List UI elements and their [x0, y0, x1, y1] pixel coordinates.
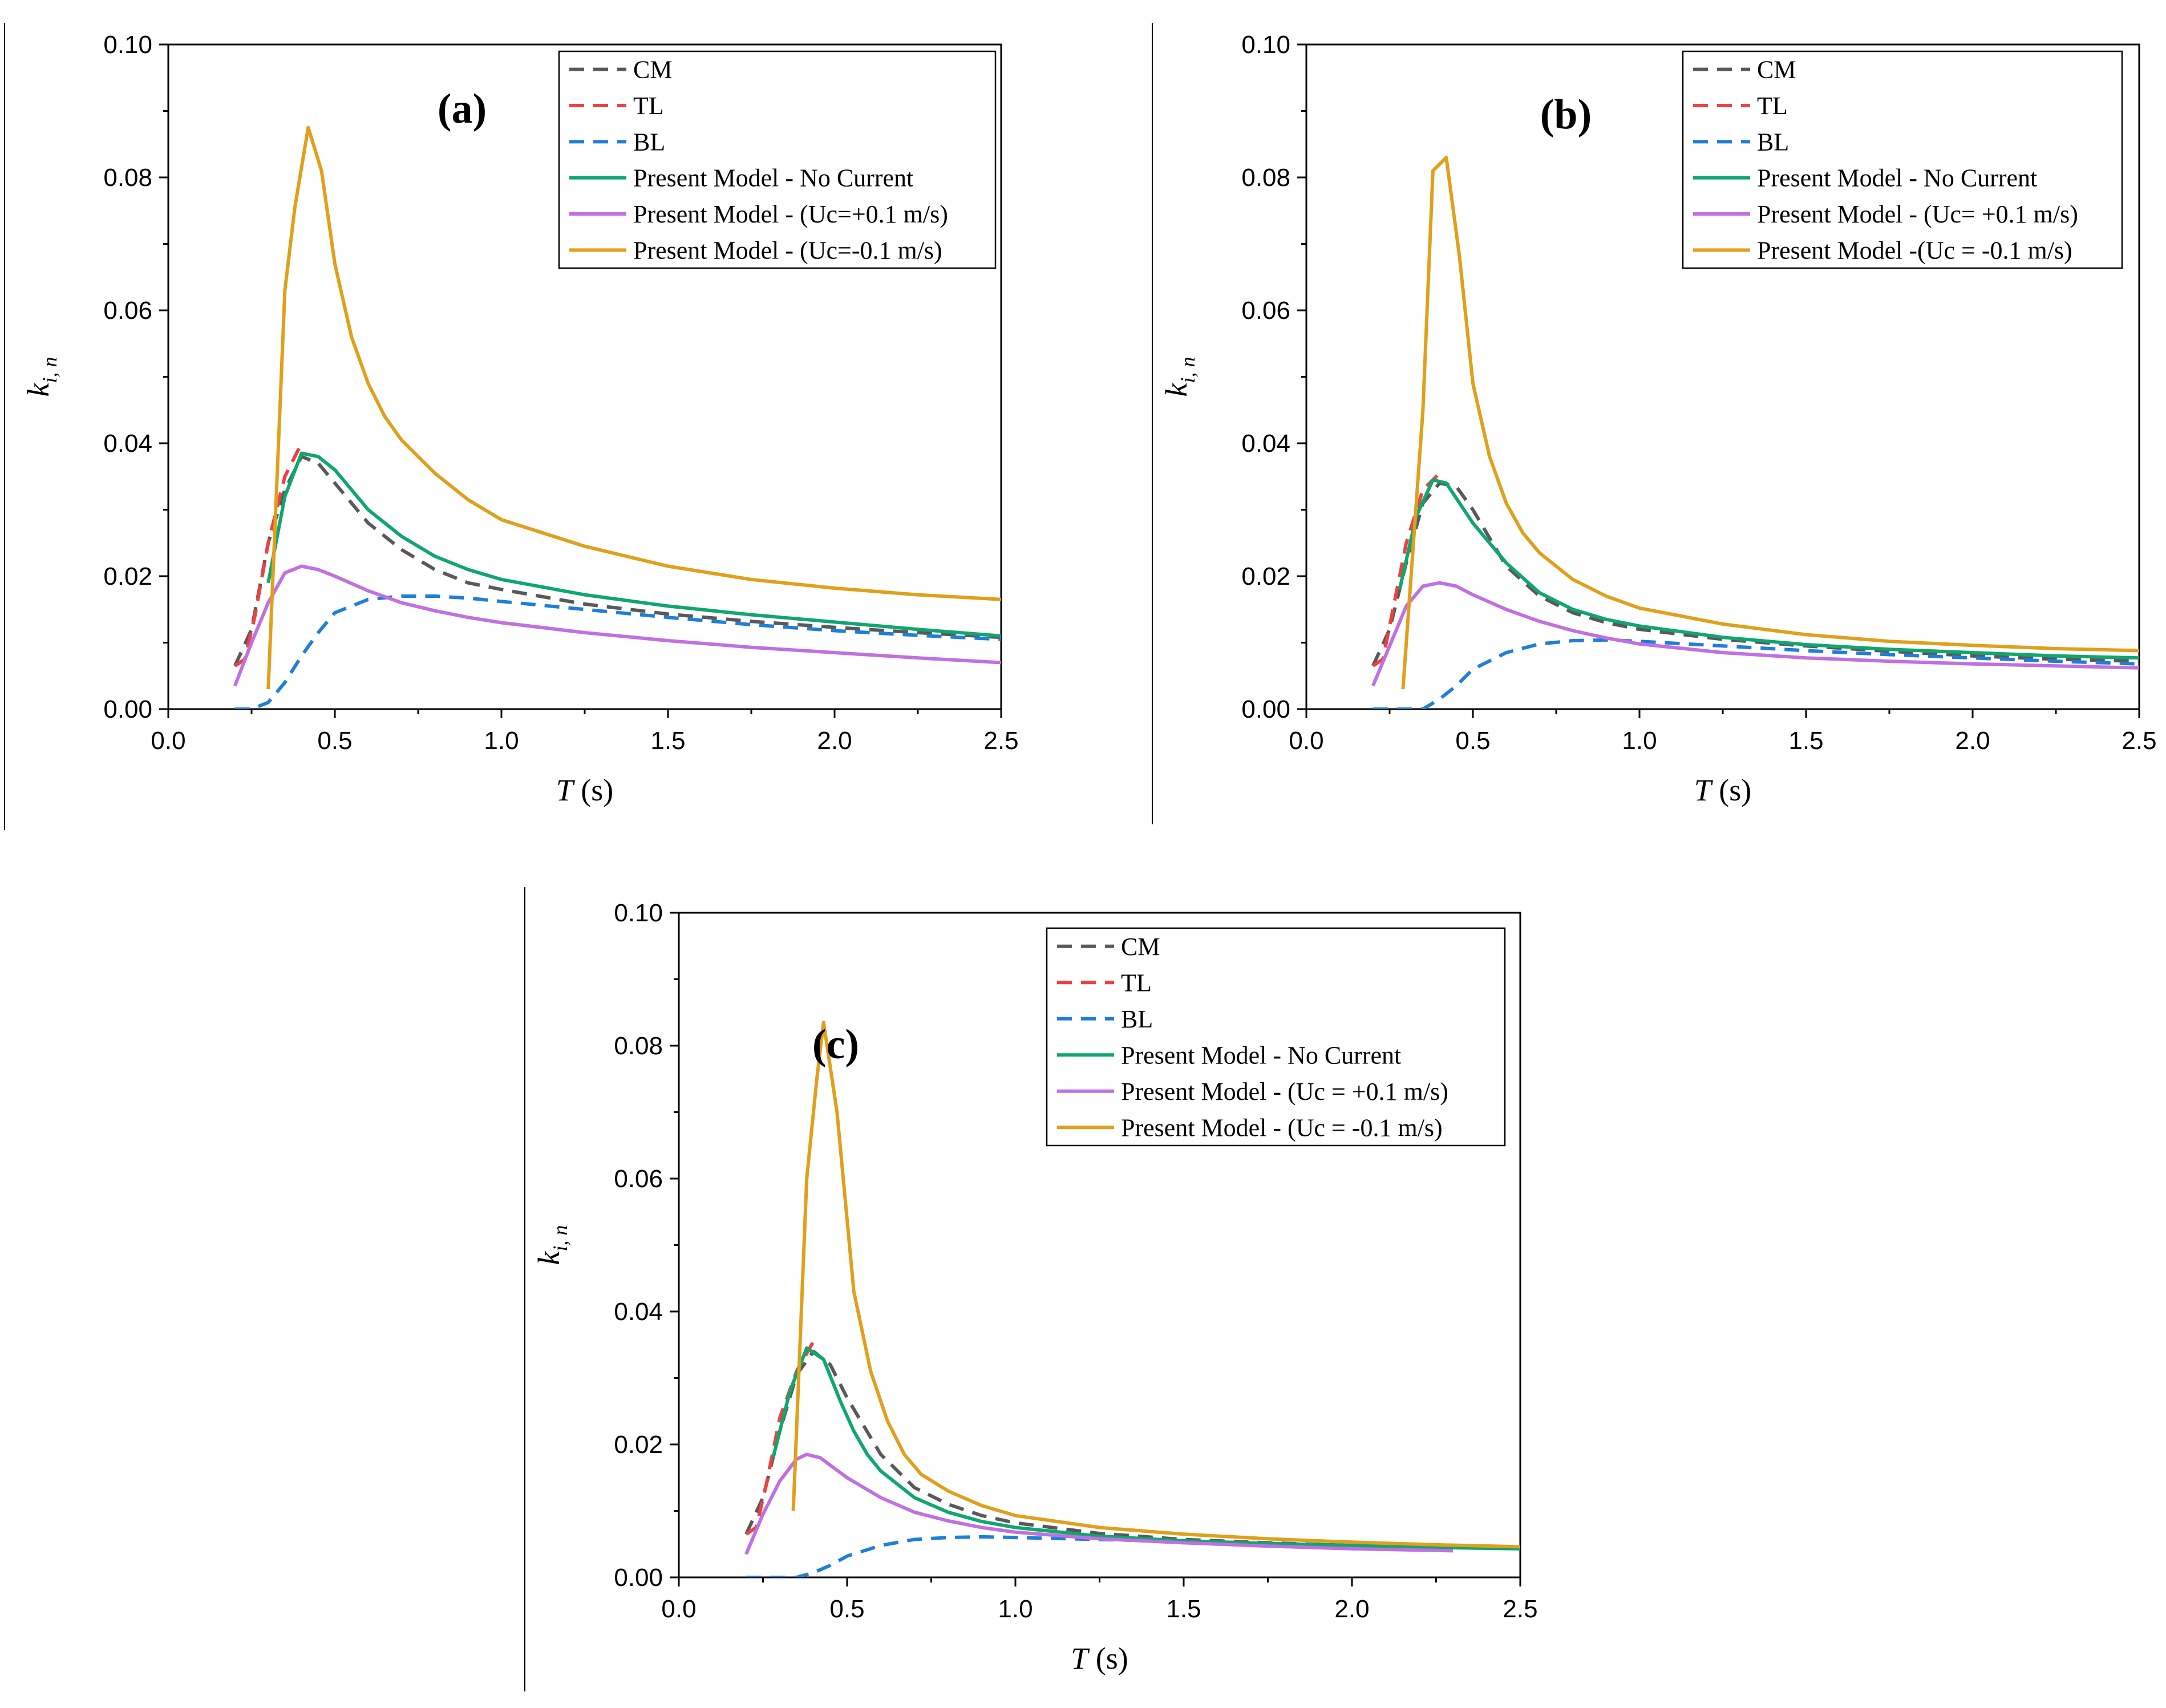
y-tick-label: 0.06 — [1241, 297, 1290, 325]
legend: CM TL BL Present Model - No Current Present … — [1682, 50, 2123, 269]
y-tick-label: 0.08 — [614, 1032, 663, 1060]
legend-entry: CM — [633, 56, 672, 84]
y-tick-label: 0.06 — [614, 1165, 663, 1193]
legend-entry: Present Model - No Current — [1757, 164, 2037, 192]
y-tick-label: 0.08 — [103, 164, 152, 192]
panel-label: (c) — [812, 1021, 859, 1068]
x-tick-label: 0.5 — [317, 727, 352, 755]
series-line-present-model-no-current — [1398, 478, 2139, 660]
legend-entry: TL — [633, 92, 664, 120]
series-line-present-model-uc-0-1-m-s — [744, 1452, 1454, 1555]
y-axis-title: ki, n — [532, 1225, 572, 1265]
legend: CM TL BL Present Model - No Current Present … — [1046, 927, 1506, 1147]
series-line-tl — [1372, 472, 1441, 667]
series-line-present-model-no-current — [266, 451, 1001, 638]
legend-entry: BL — [1121, 1005, 1153, 1033]
y-axis-title: ki, n — [21, 357, 61, 397]
x-tick-label: 0.0 — [1289, 727, 1323, 755]
x-tick-label: 0.5 — [1455, 727, 1490, 755]
y-axis-title: ki, n — [1159, 357, 1199, 397]
x-axis-title: T (s) — [1694, 773, 1752, 807]
series-group — [233, 126, 1001, 709]
y-tick-label: 0.10 — [103, 31, 152, 59]
legend-box — [1046, 927, 1506, 1147]
x-tick-label: 1.5 — [1166, 1595, 1201, 1623]
legend-entry: Present Model - (Uc = +0.1 m/s) — [1121, 1078, 1448, 1106]
x-tick-label: 1.5 — [650, 727, 685, 755]
legend-entry: BL — [633, 128, 665, 156]
chart-panel-c: 0.0 0.5 1.0 1.5 2.0 2.5 0.00 0.02 0.04 0.06 0.08 0.… — [532, 899, 1538, 1675]
series-group — [744, 1021, 1520, 1577]
x-tick-label: 1.0 — [998, 1595, 1033, 1623]
chart-panels: 0.0 0.5 1.0 1.5 2.0 2.5 0.00 0.02 0.04 0.06 0.08 0.… — [21, 31, 2157, 1675]
chart-panel-b: 0.0 0.5 1.0 1.5 2.0 2.5 0.00 0.02 0.04 0.06 0.08 0.… — [1159, 31, 2157, 807]
legend-entry: TL — [1121, 969, 1152, 997]
x-tick-label: 2.0 — [817, 727, 852, 755]
y-tick-label: 0.04 — [103, 430, 152, 458]
series-line-present-model-uc-0-1-m-s — [1371, 581, 2139, 687]
x-axis-title: T (s) — [1071, 1641, 1128, 1675]
legend-entry: TL — [1757, 92, 1788, 120]
y-tick-label: 0.02 — [1241, 562, 1290, 590]
x-axis-title: T (s) — [556, 773, 614, 807]
legend-entry: Present Model - (Uc=-0.1 m/s) — [633, 236, 942, 264]
panel-label: (a) — [438, 86, 487, 132]
legend-entry: CM — [1121, 933, 1160, 961]
legend: CM TL BL Present Model - No Current Present … — [558, 50, 997, 269]
legend-entry: Present Model - (Uc=+0.1 m/s) — [633, 200, 948, 228]
y-tick-label: 0.00 — [1241, 695, 1290, 723]
series-line-bl — [234, 594, 1001, 709]
y-tick-label: 0.00 — [614, 1564, 663, 1592]
y-tick-label: 0.04 — [614, 1298, 663, 1326]
y-tick-label: 0.10 — [1241, 31, 1290, 59]
panel-label: (b) — [1540, 91, 1592, 138]
legend-box — [1682, 50, 2123, 269]
series-line-cm — [1371, 481, 2139, 667]
legend-entry: Present Model - (Uc= +0.1 m/s) — [1757, 200, 2078, 228]
y-tick-label: 0.04 — [1241, 430, 1290, 458]
x-tick-label: 2.5 — [983, 727, 1018, 755]
series-line-present-model-uc-0-1-m-s — [266, 126, 1001, 690]
legend-entry: Present Model - No Current — [1121, 1041, 1401, 1069]
x-tick-label: 2.5 — [2122, 727, 2156, 755]
legend-entry: Present Model - (Uc = -0.1 m/s) — [1121, 1114, 1443, 1142]
y-tick-label: 0.10 — [614, 899, 663, 927]
legend-box — [558, 50, 997, 269]
x-tick-label: 2.0 — [1955, 727, 1990, 755]
y-tick-label: 0.08 — [1241, 164, 1290, 192]
series-line-bl — [1373, 638, 2139, 709]
x-tick-label: 1.0 — [484, 727, 519, 755]
y-tick-label: 0.06 — [103, 297, 152, 325]
y-tick-label: 0.00 — [103, 695, 152, 723]
x-tick-label: 0.0 — [151, 727, 185, 755]
legend-entry: BL — [1757, 128, 1789, 156]
legend-entry: Present Model -(Uc = -0.1 m/s) — [1757, 236, 2072, 264]
series-group — [1371, 156, 2139, 709]
y-tick-label: 0.02 — [103, 562, 152, 590]
series-line-cm — [744, 1349, 1520, 1550]
x-tick-label: 1.5 — [1788, 727, 1823, 755]
x-tick-label: 2.0 — [1334, 1595, 1369, 1623]
x-tick-label: 2.5 — [1503, 1595, 1537, 1623]
chart-panel-a: 0.0 0.5 1.0 1.5 2.0 2.5 0.00 0.02 0.04 0.06 0.08 0.… — [21, 31, 1019, 807]
x-tick-label: 1.0 — [1622, 727, 1657, 755]
x-tick-label: 0.0 — [661, 1595, 696, 1623]
series-line-present-model-uc-0-1-m-s — [1401, 156, 2139, 690]
x-tick-label: 0.5 — [829, 1595, 864, 1623]
series-line-cm — [233, 455, 1001, 667]
series-line-present-model-no-current — [771, 1346, 1520, 1551]
legend-entry: CM — [1757, 56, 1796, 84]
series-line-present-model-uc-0-1-m-s — [791, 1021, 1520, 1549]
legend-entry: Present Model - No Current — [633, 164, 913, 192]
y-tick-label: 0.02 — [614, 1431, 663, 1459]
series-line-present-model-uc-0-1-m-s — [233, 564, 1001, 687]
